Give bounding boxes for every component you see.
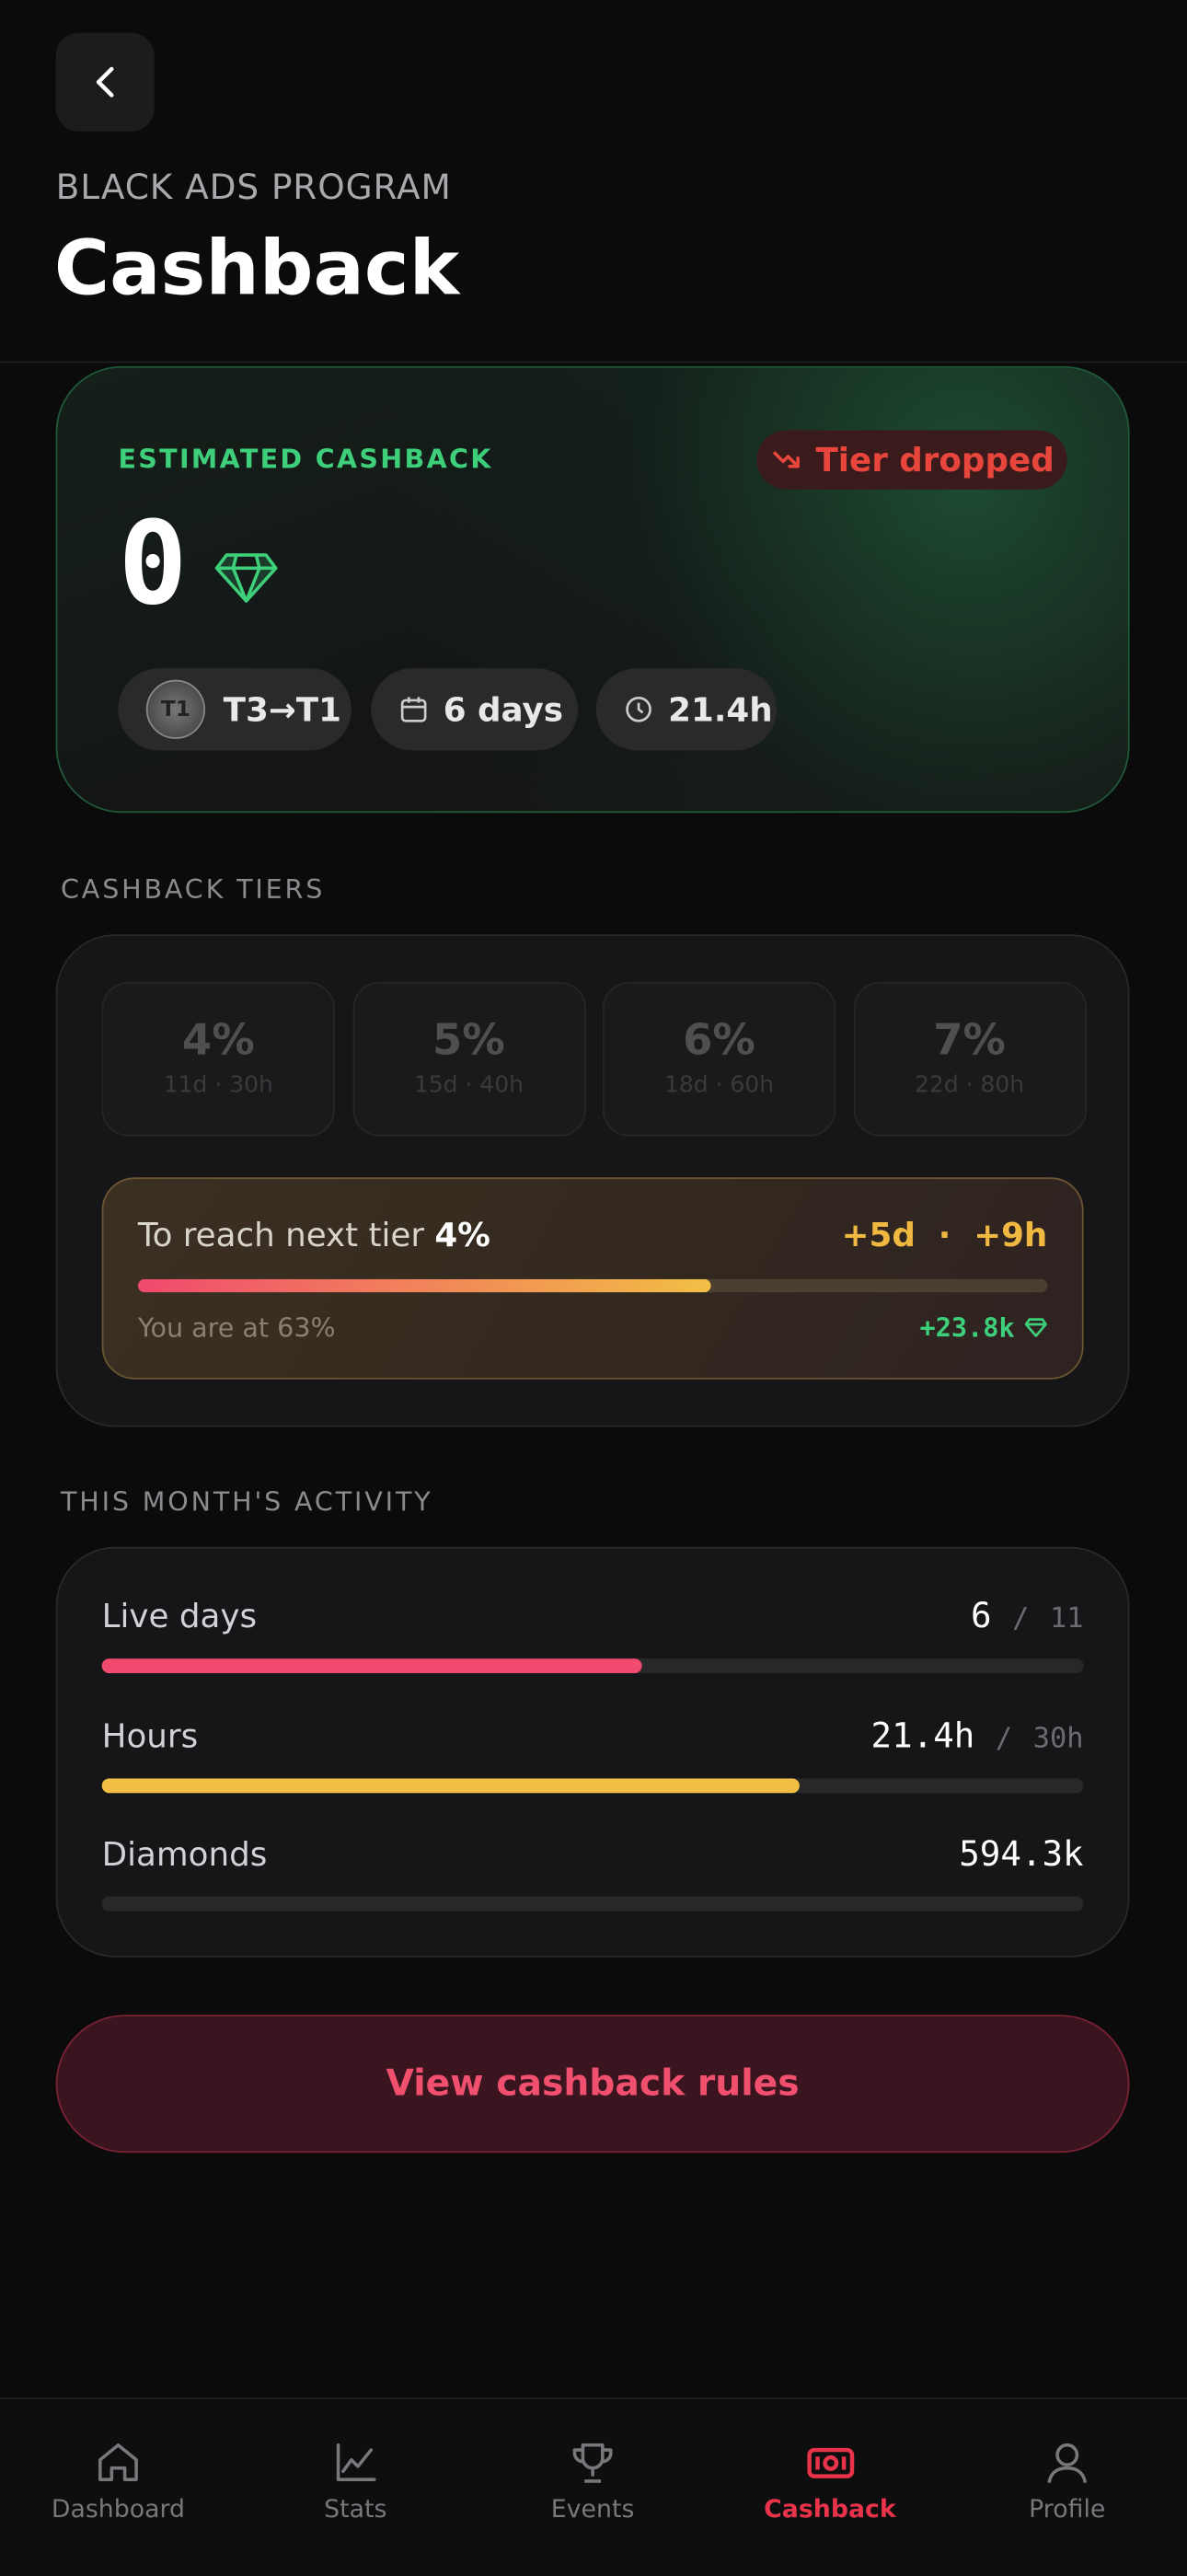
tier-requirement: 22d · 80h [915, 1072, 1025, 1099]
nav-item[interactable]: Events [494, 2439, 691, 2524]
subtitle: BLACK ADS PROGRAM [55, 167, 452, 207]
hours-chip-text: 21.4h [668, 689, 773, 730]
nav-icon [572, 2443, 613, 2483]
rules-button[interactable]: View cashback rules [55, 2015, 1130, 2154]
next-tier-track [137, 1278, 1048, 1293]
next-tier-progress [137, 1278, 711, 1293]
progress-label: You are at 63% [137, 1311, 336, 1344]
nav-item[interactable]: Profile [969, 2439, 1166, 2524]
activity-value: 6 [971, 1596, 992, 1636]
activity-heading: THIS MONTH'S ACTIVITY [61, 1485, 433, 1518]
nav-icon [98, 2443, 138, 2481]
hours-chip: 21.4h [595, 668, 777, 751]
value-separator: / [1012, 1602, 1030, 1636]
activity-value-group: 594.3k [959, 1834, 1083, 1874]
divider [0, 361, 1187, 364]
nav-label: Events [550, 2494, 635, 2524]
nav-item[interactable]: Cashback [732, 2439, 928, 2524]
trend-down-icon [773, 451, 800, 468]
activity-label: Diamonds [101, 1833, 268, 1874]
tier-rate: 5% [432, 1016, 505, 1066]
bottom-nav [0, 2397, 1187, 2576]
status-badge: Tier dropped [756, 430, 1067, 490]
tier-rate: 6% [683, 1016, 755, 1066]
activity-value: 594.3k [959, 1833, 1084, 1874]
tier-box: 7% 22d · 80h [852, 981, 1087, 1137]
tier-chip: T1 T3→T1 [118, 668, 351, 751]
nav-label: Profile [1029, 2494, 1106, 2524]
activity-value-group: 6 / 11 [971, 1596, 1084, 1635]
activity-target: 11 [1050, 1602, 1084, 1636]
tier-rate: 7% [933, 1016, 1006, 1066]
next-tier-remaining: +5d · +9h [842, 1215, 1048, 1254]
nav-item[interactable]: Stats [257, 2439, 454, 2524]
activity-value-group: 21.4h / 30h [871, 1715, 1084, 1755]
activity-track [101, 1658, 1084, 1674]
back-icon [96, 66, 114, 98]
tiers-heading: CASHBACK TIERS [61, 873, 326, 906]
tier-requirement: 11d · 30h [163, 1072, 273, 1099]
activity-track [101, 1777, 1084, 1793]
activity-label: Hours [101, 1715, 199, 1755]
activity-progress [101, 1658, 642, 1674]
diamond-small-icon [1024, 1318, 1047, 1337]
days-chip: 6 days [371, 668, 579, 751]
nav-icon [806, 2447, 854, 2478]
nav-icon [335, 2443, 375, 2481]
diamond-gap-value: +23.8k [919, 1311, 1015, 1344]
tier-chip-text: T3→T1 [223, 689, 341, 730]
tier-rate: 4% [181, 1016, 255, 1066]
tier-requirement: 15d · 40h [413, 1072, 524, 1099]
status-text: Tier dropped [815, 440, 1054, 479]
activity-progress [101, 1777, 800, 1793]
diamond-gap: +23.8k [920, 1312, 1048, 1344]
next-tier-text: To reach next tier [137, 1215, 425, 1255]
nav-label: Stats [324, 2494, 387, 2524]
cashback-amount: 0 [118, 495, 188, 631]
summary-label: ESTIMATED CASHBACK [118, 443, 493, 475]
nav-icon [1047, 2443, 1088, 2484]
activity-target: 30h [1032, 1721, 1084, 1755]
tier-box: 5% 15d · 40h [351, 981, 586, 1137]
activity-label: Live days [101, 1596, 258, 1636]
tier-avatar: T1 [145, 679, 206, 739]
next-tier-rate: 4% [434, 1215, 490, 1255]
back-button[interactable] [55, 32, 155, 132]
tier-box: 6% 18d · 60h [602, 981, 836, 1137]
tier-box: 4% 11d · 30h [101, 981, 335, 1137]
nav-label: Cashback [764, 2494, 896, 2524]
nav-item[interactable]: Dashboard [19, 2439, 216, 2524]
remaining-days: +5d [841, 1215, 916, 1255]
page-title: Cashback [53, 223, 460, 313]
calendar-icon [400, 697, 427, 722]
nav-label: Dashboard [51, 2494, 186, 2524]
days-chip-text: 6 days [443, 689, 564, 730]
activity-card [55, 1546, 1130, 1958]
remaining-separator: · [938, 1215, 951, 1255]
activity-track [101, 1896, 1084, 1912]
diamond-icon [214, 553, 278, 603]
next-tier-label: To reach next tier 4% [138, 1215, 490, 1254]
value-separator: / [995, 1721, 1013, 1755]
tier-requirement: 18d · 60h [663, 1072, 775, 1099]
next-tier-box [101, 1177, 1084, 1380]
activity-value: 21.4h [870, 1715, 975, 1755]
remaining-hours: +9h [974, 1215, 1048, 1255]
clock-icon [626, 696, 651, 722]
